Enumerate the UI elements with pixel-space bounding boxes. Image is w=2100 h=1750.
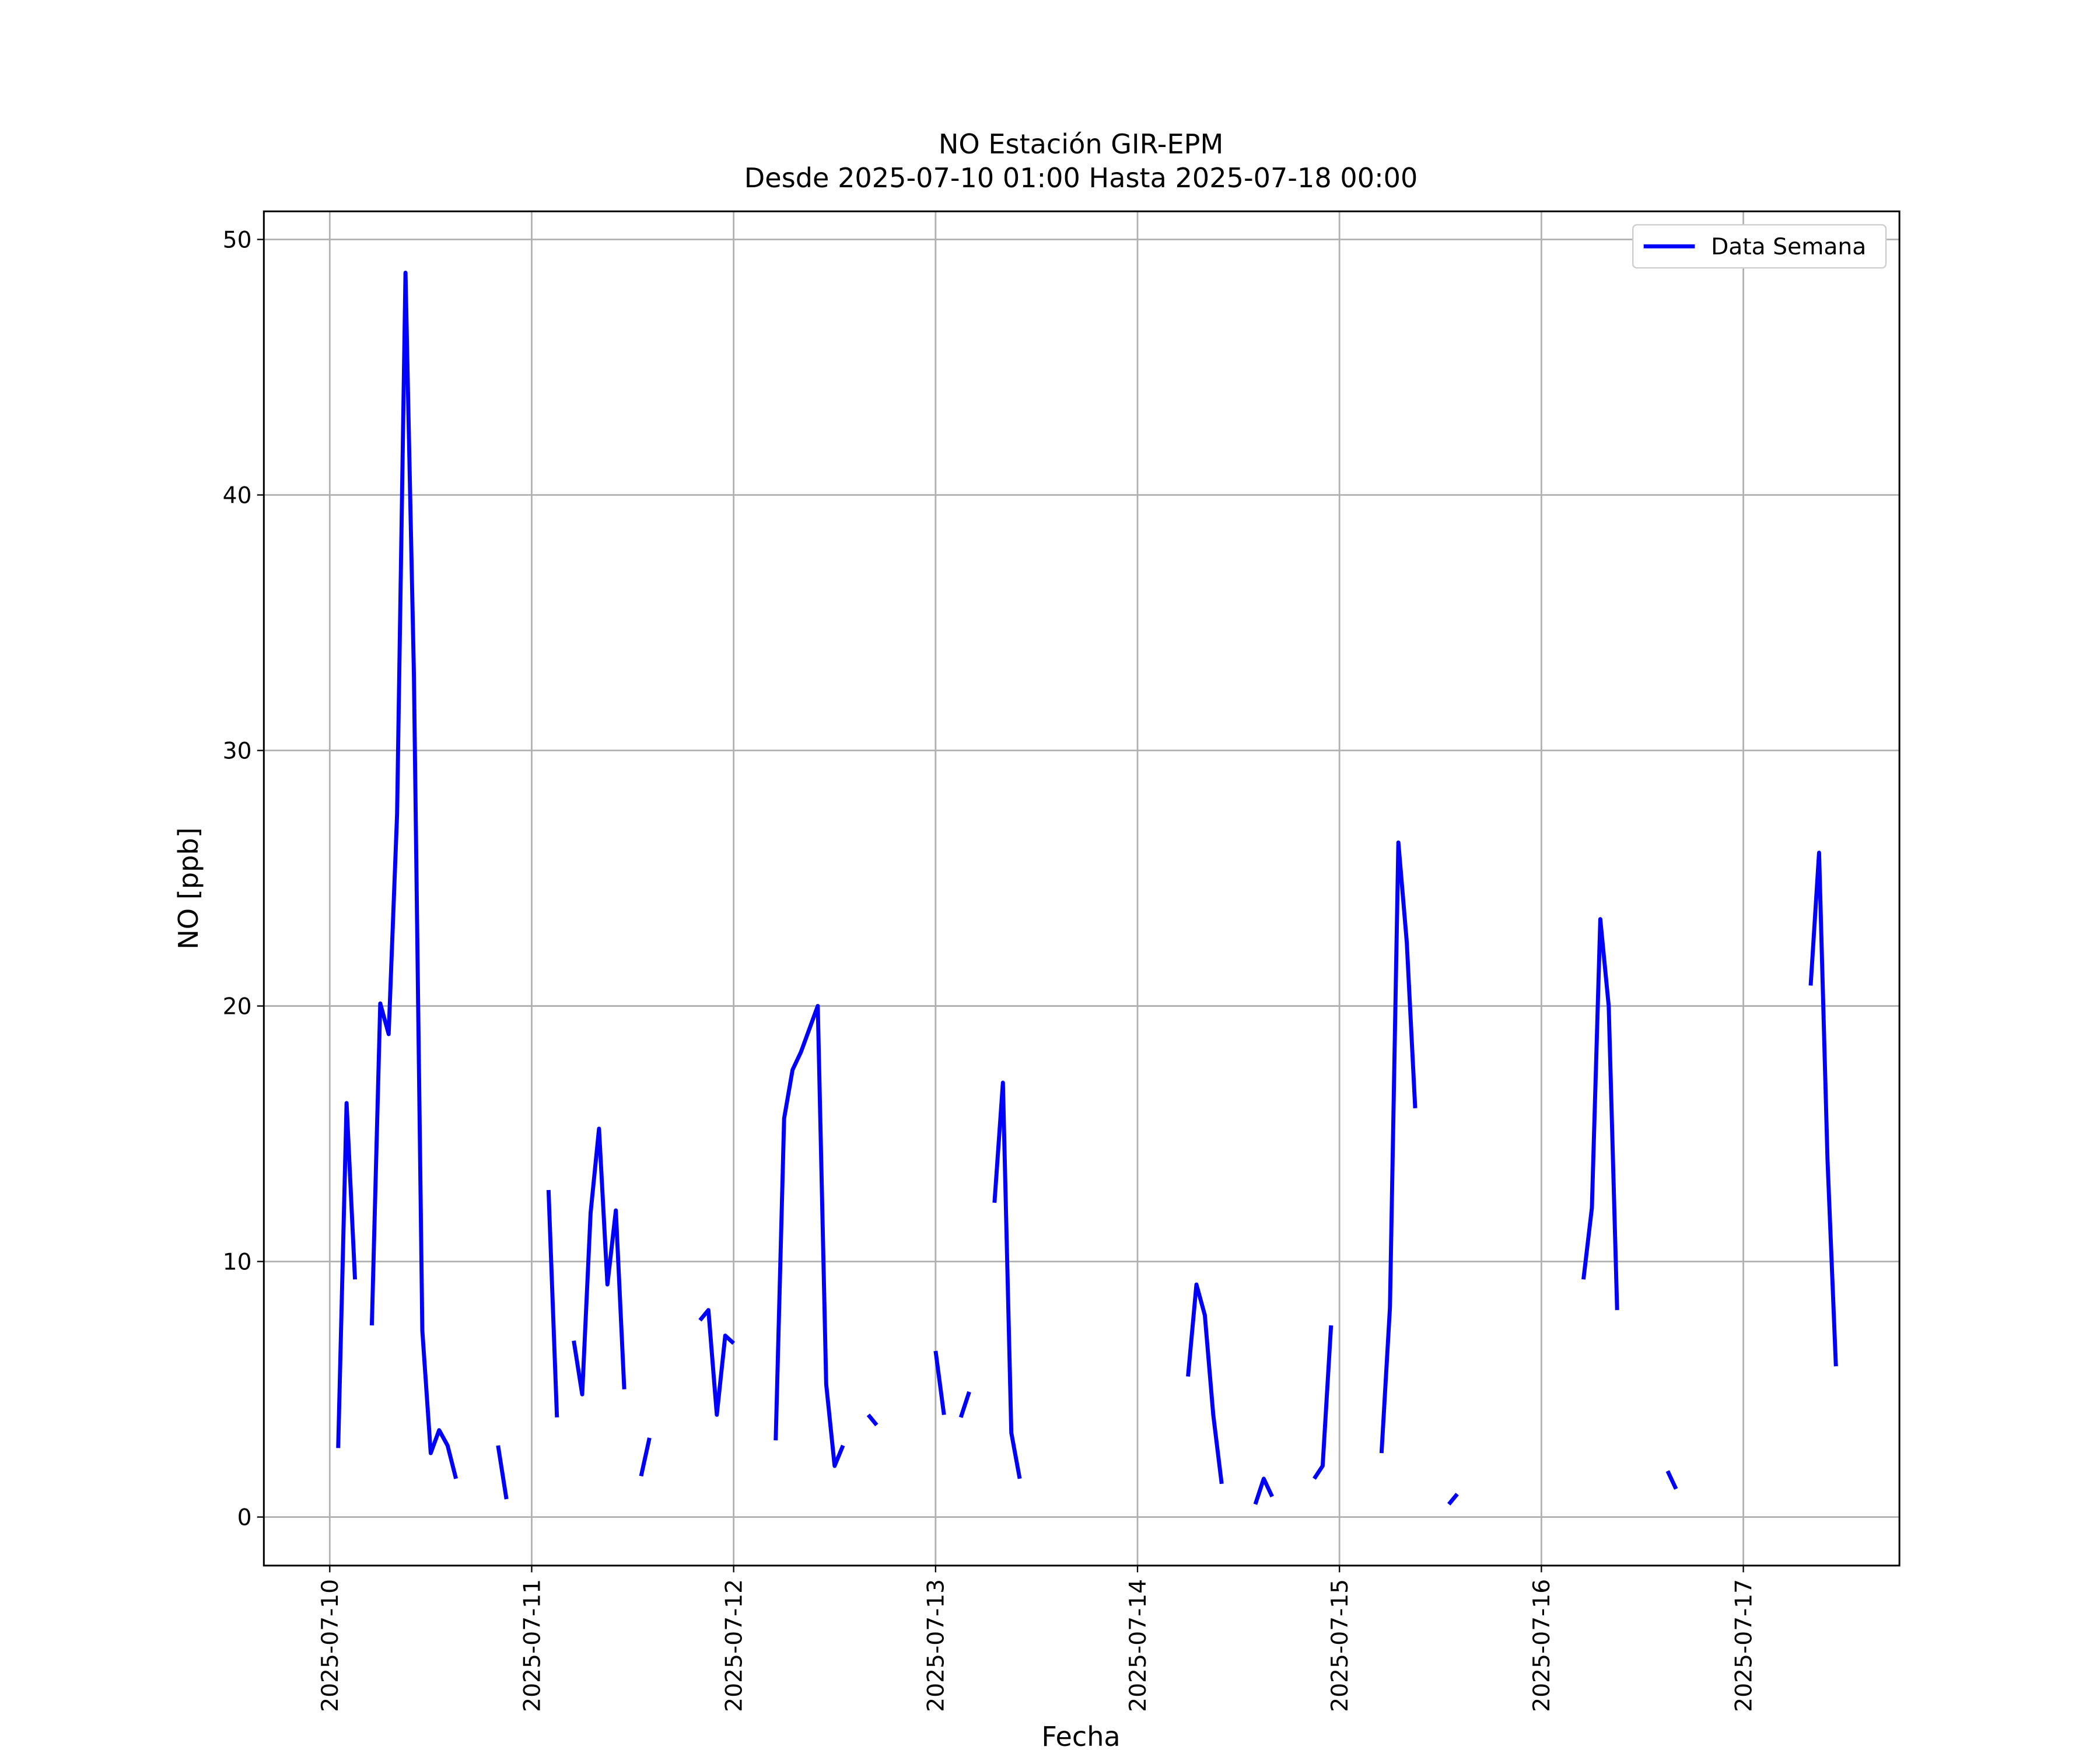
x-tick-label: 2025-07-15 <box>1327 1579 1353 1712</box>
x-tick-label: 2025-07-16 <box>1529 1579 1555 1712</box>
plot-frame <box>262 210 1901 1567</box>
x-axis-label: Fecha <box>1041 1721 1120 1750</box>
x-tick-label: 2025-07-14 <box>1125 1579 1152 1712</box>
x-tick-label: 2025-07-17 <box>1731 1579 1757 1712</box>
x-tick-label: 2025-07-11 <box>519 1579 545 1712</box>
y-tick-label: 40 <box>223 482 252 509</box>
y-axis-label: NO [ppb] <box>173 827 204 949</box>
y-tick-label: 30 <box>223 738 252 764</box>
legend-label: Data Semana <box>1711 234 1866 260</box>
data-line <box>336 270 1838 1506</box>
x-tick-label: 2025-07-12 <box>722 1579 748 1712</box>
chart-subtitle: Desde 2025-07-10 01:00 Hasta 2025-07-18 … <box>744 162 1418 194</box>
legend-box <box>1632 224 1887 269</box>
x-tick-label: 2025-07-10 <box>317 1579 344 1712</box>
y-tick-label: 0 <box>237 1504 252 1531</box>
y-tick-label: 20 <box>223 993 252 1020</box>
y-tick-label: 10 <box>223 1249 252 1275</box>
chart-title: NO Estación GIR-EPM <box>939 128 1223 160</box>
x-tick-label: 2025-07-13 <box>923 1579 950 1712</box>
y-tick-label: 50 <box>223 227 252 253</box>
